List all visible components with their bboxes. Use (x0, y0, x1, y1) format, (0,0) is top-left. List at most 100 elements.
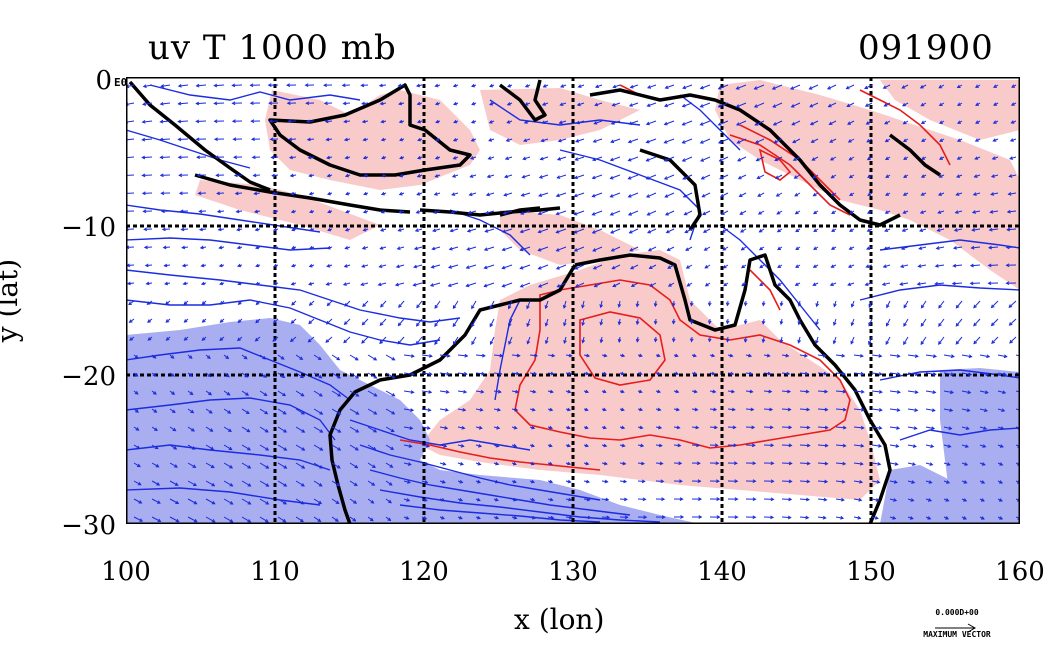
wind-vector-head (703, 247, 708, 251)
wind-vector-head (452, 323, 457, 328)
wind-vector (556, 210, 567, 215)
wind-vector-head (676, 425, 681, 430)
wind-vector-head (748, 353, 753, 358)
wind-vector-head (949, 408, 954, 412)
wind-vector-head (252, 173, 257, 178)
wind-vector-head (494, 497, 499, 502)
wind-vector-head (937, 192, 942, 196)
wind-vector-head (147, 319, 151, 323)
coastlines (128, 79, 941, 524)
wind-vector-head (939, 120, 944, 124)
wind-vector (557, 156, 567, 161)
wind-vector-head (956, 102, 961, 106)
wind-vector-head (850, 340, 854, 345)
wind-vector (241, 444, 251, 451)
wind-vector (629, 246, 639, 252)
wind-vector-head (971, 210, 976, 214)
wind-vector-head (369, 517, 374, 522)
wind-vector-head (824, 443, 829, 448)
wind-vector-head (495, 461, 500, 466)
wind-vector-head (912, 462, 917, 466)
wind-vector-head (264, 519, 269, 523)
wind-vector (970, 282, 981, 284)
wind-vector-head (698, 497, 703, 501)
wind-vector (397, 246, 405, 250)
wind-vector (378, 282, 387, 286)
x-tick-label: 120 (399, 557, 449, 587)
wind-vector-head (449, 228, 454, 233)
wind-vector (835, 372, 846, 375)
date-label: 091900 (858, 28, 994, 68)
wind-vector-head (282, 392, 287, 397)
wind-vector-head (932, 390, 937, 394)
wind-vector-head (477, 479, 482, 484)
wind-vector (738, 174, 747, 180)
wind-vector-head (920, 323, 925, 327)
wind-vector-head (1010, 102, 1015, 106)
wind-vector-head (441, 497, 446, 502)
wind-vector-head (504, 156, 509, 160)
wind-vector-head (283, 483, 288, 487)
wind-vector-head (664, 85, 669, 89)
wind-vector-head (362, 155, 367, 160)
wind-vector-head (247, 483, 252, 487)
wind-vector-head (317, 356, 322, 361)
cold-contour (126, 129, 251, 169)
wind-vector-head (777, 246, 782, 251)
wind-vector-head (903, 156, 908, 160)
wind-vector-head (355, 393, 360, 397)
wind-vector (511, 354, 520, 357)
wind-vector-head (617, 338, 622, 344)
wind-vector (745, 408, 754, 411)
wind-vector-head (423, 516, 428, 520)
wind-vector-head (945, 516, 950, 520)
wind-vector (637, 480, 645, 482)
wind-vector (865, 282, 873, 286)
wind-vector-head (487, 156, 492, 160)
wind-vector (313, 516, 321, 522)
wind-vector-head (699, 85, 704, 90)
wind-vector-head (841, 479, 846, 484)
wind-vector-head (344, 155, 349, 160)
wind-vector-head (416, 101, 421, 106)
wind-vector-head (126, 281, 131, 286)
wind-vector (889, 480, 898, 483)
wind-vector-head (567, 461, 572, 466)
wind-vector-head (956, 138, 961, 142)
wind-vector-head (520, 193, 525, 197)
wind-vector-head (813, 228, 818, 233)
wind-vector-head (886, 304, 890, 309)
wind-vector (367, 480, 375, 486)
wind-vector (421, 462, 429, 465)
wind-vector-head (165, 319, 170, 323)
wind-vector-head (987, 281, 992, 286)
wind-vector-head (693, 371, 698, 376)
wind-vector (385, 462, 393, 468)
wind-vector (907, 372, 918, 375)
wind-vector-head (210, 446, 215, 450)
wind-vector-head (415, 210, 420, 214)
x-axis-label: x (lon) (514, 603, 605, 636)
wind-vector-head (682, 176, 687, 180)
wind-vector-head (282, 410, 287, 415)
wind-vector-head (326, 245, 331, 250)
wind-vector-head (163, 263, 168, 268)
wind-vector (289, 138, 297, 140)
wind-vector (736, 102, 747, 108)
wind-vector (450, 228, 459, 232)
wind-vector-head (555, 229, 560, 234)
wind-vector-head (968, 372, 973, 377)
wind-vector (592, 210, 603, 216)
wind-vector-head (519, 265, 524, 270)
wind-vector-head (993, 102, 997, 106)
wind-vector (538, 210, 549, 215)
wind-vector (169, 498, 179, 504)
wind-vector-head (434, 304, 439, 309)
wind-vector-head (471, 341, 475, 346)
wind-vector-head (550, 371, 555, 376)
wind-vector-head (398, 210, 403, 214)
wind-vector-head (733, 461, 738, 466)
wind-vector-head (308, 320, 313, 325)
wind-vector-head (181, 263, 186, 268)
wind-vector-head (999, 480, 1004, 484)
